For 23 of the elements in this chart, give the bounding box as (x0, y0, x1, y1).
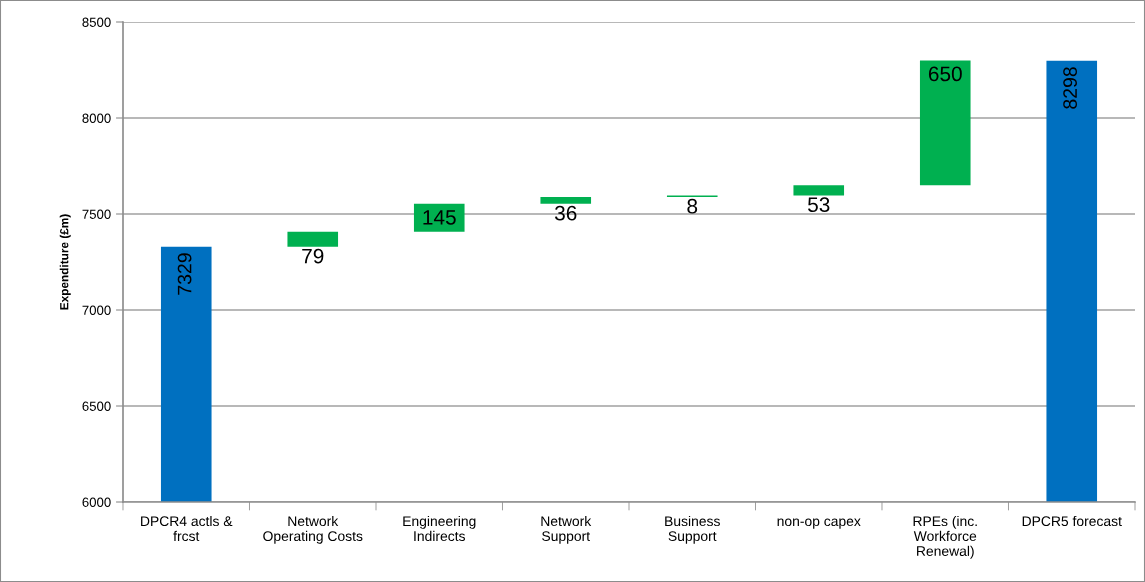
y-tick-label: 6500 (82, 401, 111, 411)
y-tick-label: 7500 (82, 209, 111, 219)
y-tick-label: 8500 (82, 17, 111, 27)
data-label: 145 (423, 210, 456, 225)
data-label: 8 (687, 198, 698, 214)
x-tick-label: RPEs (inc. Workforce Renewal) (913, 515, 977, 559)
data-label: 79 (302, 248, 324, 264)
data-label: 8298 (1063, 67, 1077, 109)
x-tick-label: non-op capex (777, 518, 861, 529)
data-label: 36 (554, 205, 577, 221)
x-tick-label: Engineering Indirects (403, 515, 476, 542)
data-label: 650 (928, 66, 962, 82)
data-label: 7329 (177, 253, 192, 295)
y-tick-label: 8000 (82, 113, 111, 123)
y-tick-label: 6000 (82, 497, 111, 507)
y-tick-label: 7000 (82, 305, 111, 315)
x-tick-label: Business Support (665, 515, 720, 544)
data-label: 53 (808, 197, 830, 213)
x-tick-label: Network Operating Costs (263, 515, 363, 544)
x-tick-label: DPCR4 actls & frcst (141, 515, 233, 542)
x-tick-label: Network Support (541, 515, 592, 544)
y-axis-title: Expenditure (£m) (59, 214, 71, 310)
x-tick-label: DPCR5 forecast (1022, 515, 1122, 527)
